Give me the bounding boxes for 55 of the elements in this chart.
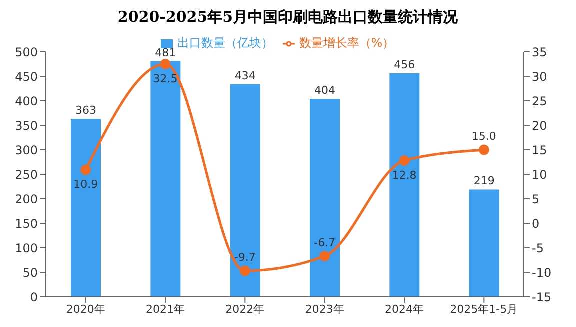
data-label: 15.0 [472, 130, 496, 143]
x-tick-label: 2024年 [385, 302, 424, 316]
y2-tick-label: -10 [532, 266, 552, 280]
x-tick-label: 2020年 [66, 302, 106, 316]
y-tick-label: 0 [30, 290, 38, 304]
y-tick-label: 450 [15, 70, 38, 84]
point [478, 144, 490, 156]
data-label: 32.5 [153, 72, 178, 86]
data-label: 481 [155, 46, 176, 60]
data-label: 404 [314, 84, 336, 98]
point [160, 59, 171, 70]
y2-tick-label: 0 [532, 216, 540, 231]
legend-label: 数量增长率（%） [299, 36, 395, 50]
bar [310, 99, 340, 297]
data-label: -6.7 [314, 236, 336, 250]
y-tick-label: 250 [15, 168, 38, 182]
y2-tick-label: 35 [532, 45, 548, 60]
bar [469, 190, 500, 297]
x-tick-label: 2025年1-5月 [450, 302, 518, 316]
y-tick-label: 50 [22, 266, 38, 280]
bar [71, 119, 101, 297]
y2-tick-label: 15 [532, 143, 548, 158]
y-tick-label: 300 [15, 143, 38, 158]
y2-tick-label: 10 [532, 168, 548, 182]
y-tick-label: 400 [15, 94, 38, 108]
y-tick-label: 150 [15, 216, 38, 231]
point [399, 156, 410, 166]
data-label: 10.9 [74, 178, 98, 192]
y2-tick-label: 25 [532, 94, 548, 108]
bar [150, 61, 181, 297]
x-tick-label: 2023年 [305, 302, 344, 316]
y-tick-label: 100 [15, 241, 38, 256]
y2-tick-label: 5 [532, 192, 540, 206]
bar [230, 84, 260, 297]
legend-label: 出口数量（亿块） [177, 36, 274, 50]
point [320, 251, 330, 262]
data-label: 12.8 [392, 168, 417, 182]
data-label: 363 [76, 104, 96, 118]
point [240, 266, 250, 276]
data-label: 434 [234, 69, 256, 82]
y-tick-label: 200 [15, 192, 38, 206]
data-label: 456 [394, 58, 416, 72]
y2-tick-label: 20 [532, 118, 548, 133]
chart-title: 2020-2025年5月中国印刷电路出口数量统计情况 [116, 8, 460, 28]
x-tick-label: 2021年 [146, 302, 185, 316]
data-label: -9.7 [234, 251, 256, 264]
point [80, 164, 92, 176]
y2-tick-label: -5 [532, 241, 544, 256]
x-tick-label: 2022年 [226, 302, 265, 316]
data-label: 219 [474, 174, 495, 188]
y-tick-label: 350 [15, 118, 38, 133]
y2-tick-label: 30 [532, 70, 548, 84]
bar [390, 74, 420, 297]
y-tick-label: 500 [15, 45, 38, 60]
y2-tick-label: -15 [532, 290, 552, 304]
